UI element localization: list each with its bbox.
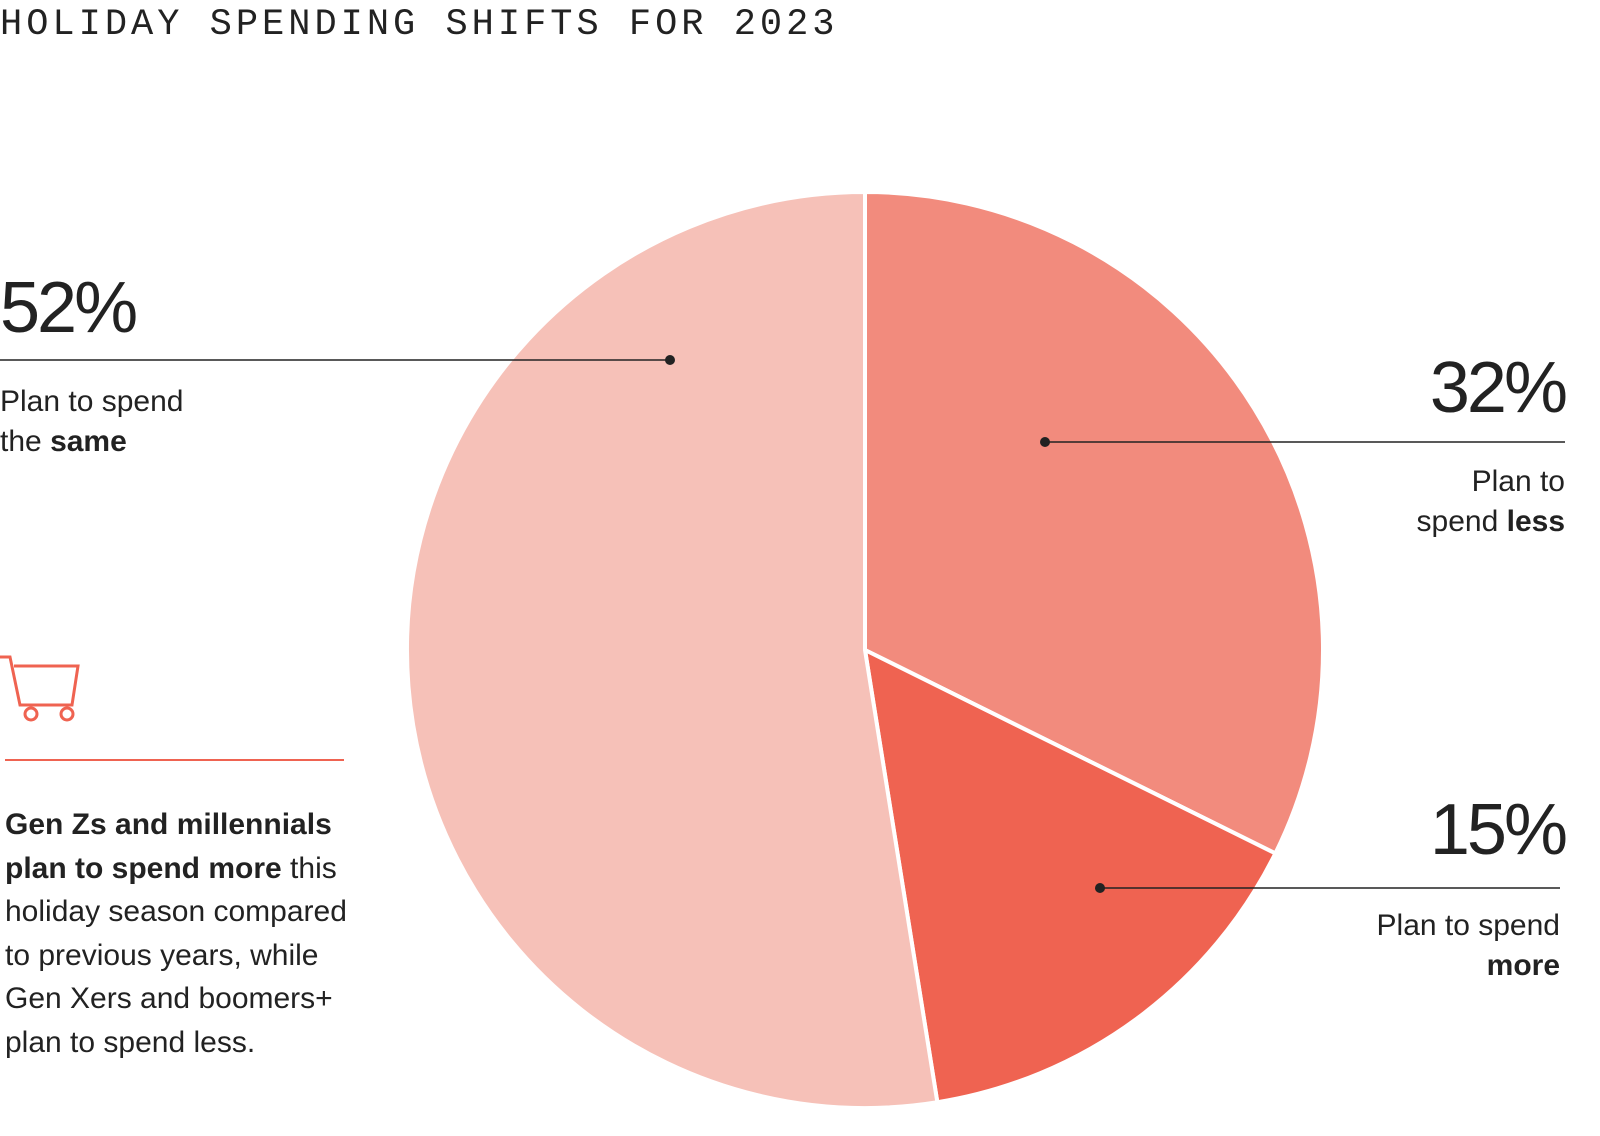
slice-label: Plan to spend the same bbox=[0, 382, 215, 462]
slice-label-text: Plan to spend the bbox=[0, 385, 184, 458]
note-bold: Gen Zs and millennials plan to spend mor… bbox=[5, 808, 332, 885]
slice-label: Plan to spend more bbox=[1370, 906, 1560, 986]
pie-slice bbox=[863, 189, 1326, 857]
slice-label-bold: less bbox=[1506, 505, 1565, 538]
value-label: 32% bbox=[1429, 348, 1568, 428]
note: Gen Zs and millennials plan to spend mor… bbox=[5, 803, 355, 1064]
slice-label-bold: same bbox=[50, 425, 127, 458]
leader-dot bbox=[1040, 437, 1050, 447]
leader-dot bbox=[1095, 883, 1105, 893]
slice-label: Plan to spend less bbox=[1395, 462, 1565, 542]
pie-slice bbox=[862, 646, 1279, 1105]
cart-icon bbox=[0, 655, 80, 722]
chart-title: HOLIDAY SPENDING SHIFTS FOR 2023 bbox=[0, 4, 839, 46]
slice-label-text: Plan to spend bbox=[1376, 909, 1560, 942]
value-label: 15% bbox=[1429, 790, 1568, 870]
leader-dot bbox=[665, 355, 675, 365]
note-text: this holiday season compared to previous… bbox=[5, 851, 347, 1059]
slice-label-text: Plan to spend bbox=[1416, 465, 1565, 538]
slice-label-bold: more bbox=[1486, 949, 1560, 982]
value-label: 52% bbox=[0, 268, 138, 348]
pie-slice bbox=[405, 189, 940, 1110]
